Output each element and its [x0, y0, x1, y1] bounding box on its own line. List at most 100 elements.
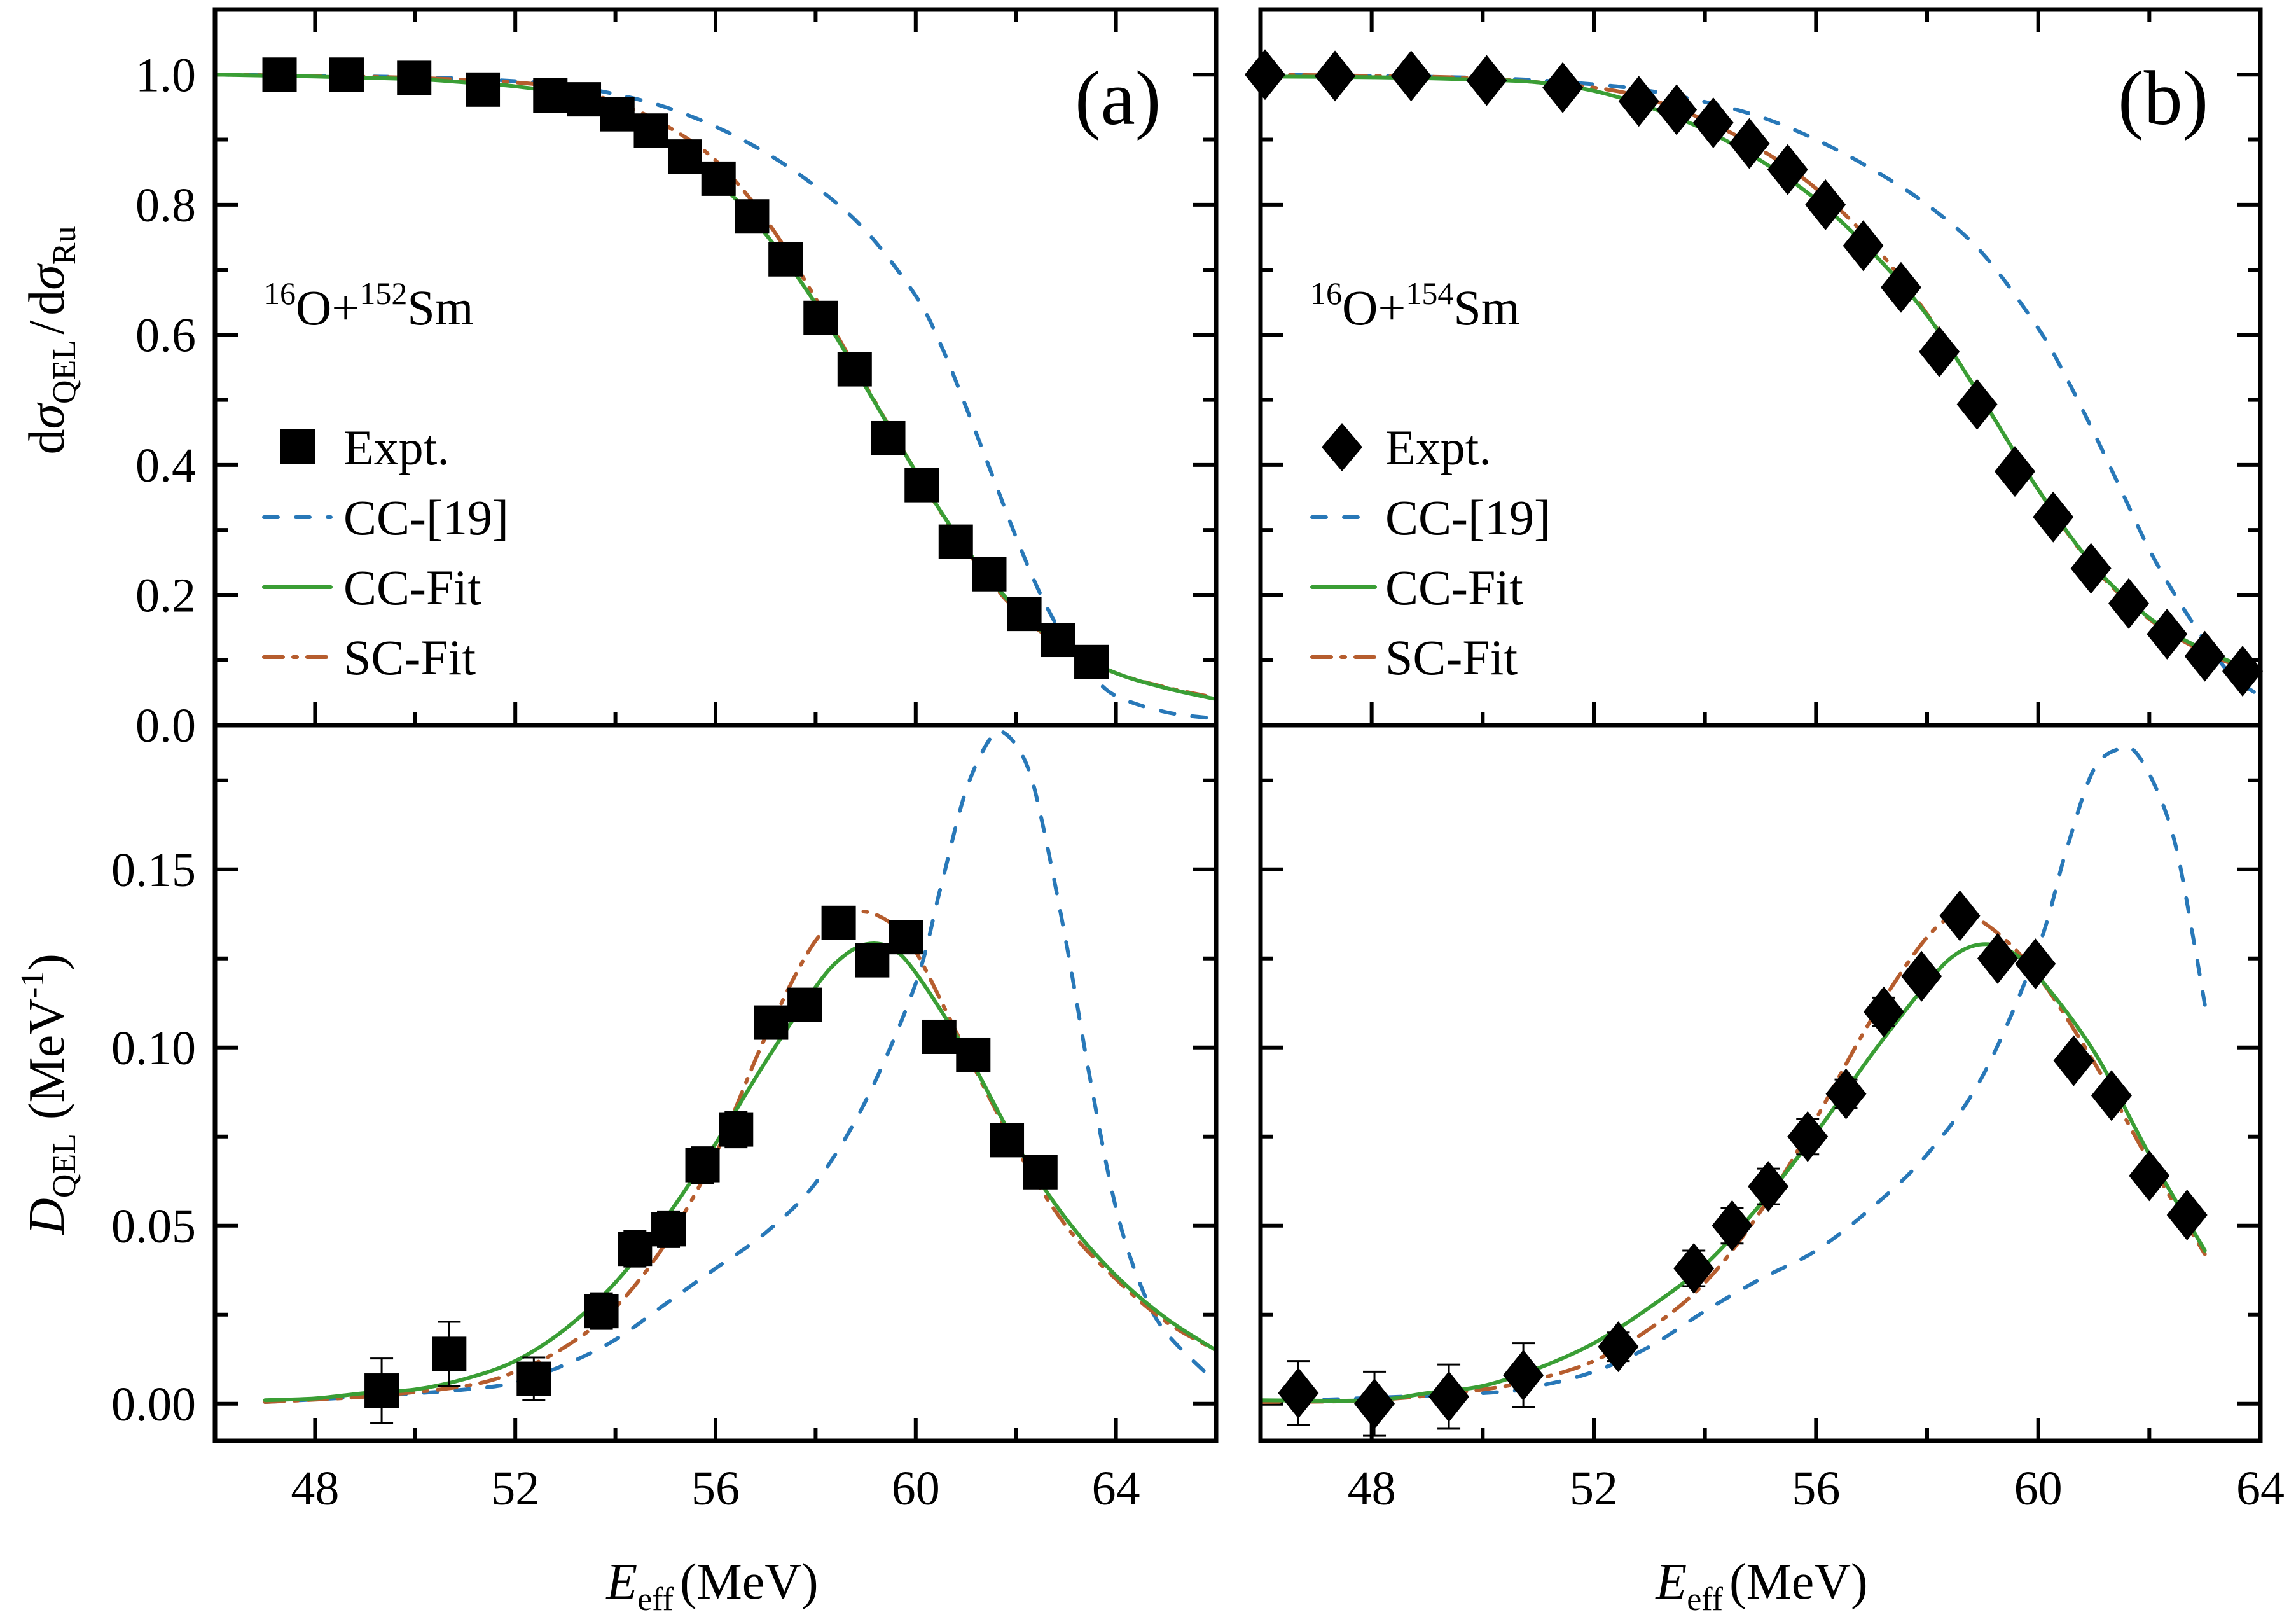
- y-tick-label: 0.05: [111, 1200, 196, 1253]
- ylabel-d2: d: [19, 290, 75, 316]
- ylabel-unit-sup: -1: [15, 971, 51, 998]
- data-point: [1466, 55, 1507, 106]
- data-point: [1767, 144, 1808, 195]
- ylabel-unit-close: ): [19, 954, 75, 971]
- data-point: [2015, 938, 2056, 990]
- system-label-b: 16O+154Sm: [1310, 275, 1519, 335]
- data-point: [1428, 1371, 1470, 1422]
- data-point: [2147, 608, 2188, 660]
- plus-sign: +: [331, 280, 359, 335]
- legend-label-scfit: SC-Fit: [343, 630, 476, 685]
- x-tick-label: 56: [691, 1462, 740, 1515]
- data-point: [1315, 50, 1356, 102]
- data-point: [2222, 646, 2264, 697]
- xlabel-unit: (MeV): [1729, 1554, 1868, 1610]
- y-tick-label: 0.15: [111, 843, 196, 897]
- panel-label-b: (b): [2118, 55, 2208, 141]
- data-point: [1041, 623, 1075, 658]
- legend-label-ccfit: CC-Fit: [343, 560, 481, 615]
- data-point: [2129, 1150, 2170, 1202]
- xlabel-sub: eff: [637, 1581, 674, 1618]
- data-point: [1825, 1068, 1867, 1120]
- element-o: O: [1342, 280, 1378, 335]
- data-point: [1863, 986, 1904, 1038]
- data-point: [701, 161, 736, 196]
- ylabel-sub-qel: QEL: [46, 340, 83, 404]
- legend-label-cc19: CC-[19]: [1385, 490, 1551, 545]
- expt-points: [1244, 49, 2264, 697]
- data-point: [735, 199, 770, 234]
- data-point: [787, 987, 822, 1022]
- plot-frame: [1258, 723, 2263, 1443]
- mass-number-sm: 154: [1406, 275, 1453, 311]
- ylabel-sub-ru: Ru: [46, 226, 83, 265]
- data-point: [2184, 630, 2225, 682]
- y-tick-label: 0.0: [135, 699, 196, 753]
- data-point: [1278, 1367, 1319, 1419]
- legend-label-cc19: CC-[19]: [343, 490, 509, 545]
- data-point: [329, 57, 364, 92]
- data-point: [972, 557, 1007, 592]
- ylabel-unit: (MeV: [19, 998, 75, 1120]
- x-tick-label: 52: [491, 1462, 539, 1515]
- data-point: [889, 920, 923, 955]
- expt-points: [262, 57, 1109, 679]
- data-point: [871, 420, 906, 455]
- data-point: [1074, 644, 1109, 679]
- mass-number-o: 16: [264, 275, 296, 311]
- x-tick-label: 48: [1348, 1462, 1396, 1515]
- data-point: [1542, 62, 1584, 113]
- expt-points: [364, 905, 1058, 1424]
- legend-label-expt: Expt.: [1385, 420, 1491, 475]
- plus-sign: +: [1378, 280, 1406, 335]
- data-point: [466, 72, 501, 107]
- x-axis-title-a: Eeff (MeV): [605, 1554, 818, 1618]
- data-point: [1618, 76, 1659, 127]
- element-o: O: [296, 280, 331, 335]
- element-sm: Sm: [1453, 280, 1519, 335]
- system-label-a: 16O+152Sm: [264, 275, 473, 335]
- ylabel-sigma2: σ: [19, 263, 75, 290]
- data-point: [1805, 179, 1846, 230]
- mass-number-o: 16: [1310, 275, 1342, 311]
- data-point: [1939, 890, 1981, 941]
- data-point: [1390, 50, 1432, 102]
- bottom-y-axis-title: DQEL (MeV-1): [15, 954, 83, 1235]
- data-point: [397, 60, 432, 95]
- curve-scfit: [263, 909, 1216, 1404]
- data-point: [2091, 1070, 2132, 1121]
- x-axis-title-b: Eeff (MeV): [1655, 1554, 1867, 1618]
- x-tick-label: 60: [892, 1462, 940, 1515]
- element-sm: Sm: [407, 280, 473, 335]
- data-point: [1787, 1111, 1829, 1162]
- legend-label-scfit: SC-Fit: [1385, 630, 1518, 685]
- data-point: [1503, 1349, 1544, 1401]
- panel-b-bottom: 48 52 56 60 64: [1258, 723, 2285, 1515]
- data-point: [364, 1373, 399, 1408]
- data-point: [990, 1123, 1025, 1158]
- data-point: [719, 1112, 754, 1147]
- x-tick-label: 56: [1792, 1462, 1840, 1515]
- data-point: [821, 905, 856, 940]
- ylabel-d: d: [19, 429, 75, 454]
- legend-marker-diamond: [1322, 423, 1362, 471]
- data-point: [1354, 1378, 1395, 1429]
- data-point: [633, 113, 668, 148]
- data-point: [533, 78, 568, 113]
- data-point: [2033, 491, 2074, 543]
- xlabel-unit: (MeV): [680, 1554, 819, 1610]
- data-point: [938, 524, 973, 559]
- x-tick-label: 60: [2014, 1462, 2063, 1515]
- panel-label-a: (a): [1075, 55, 1161, 141]
- legend-label-ccfit: CC-Fit: [1385, 560, 1523, 615]
- data-point: [754, 1005, 789, 1040]
- data-point: [1244, 49, 1285, 101]
- legend-marker-square: [280, 429, 315, 464]
- y-tick-label: 0.10: [111, 1022, 196, 1075]
- data-point: [1656, 84, 1698, 135]
- xlabel-E: E: [1655, 1554, 1687, 1610]
- y-tick-label: 0.4: [135, 439, 196, 492]
- data-point: [2070, 543, 2112, 594]
- y-tick-label: 0.8: [135, 179, 196, 232]
